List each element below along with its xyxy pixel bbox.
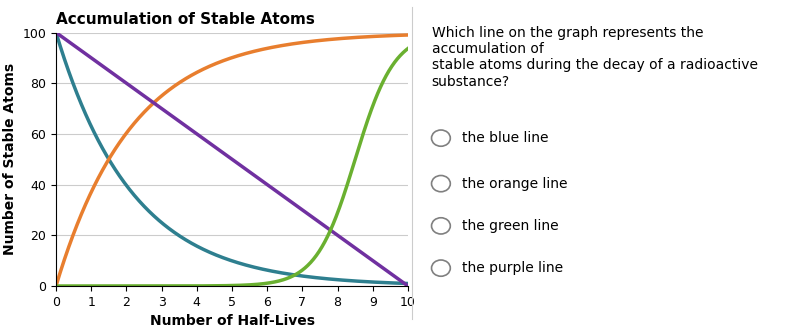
- Text: the purple line: the purple line: [462, 261, 562, 275]
- Text: the orange line: the orange line: [462, 176, 567, 191]
- X-axis label: Number of Half-Lives: Number of Half-Lives: [150, 314, 314, 325]
- Y-axis label: Number of Stable Atoms: Number of Stable Atoms: [3, 63, 17, 255]
- Text: Accumulation of Stable Atoms: Accumulation of Stable Atoms: [56, 12, 315, 27]
- Text: the blue line: the blue line: [462, 131, 548, 145]
- Text: the green line: the green line: [462, 219, 558, 233]
- Text: Which line on the graph represents the accumulation of
stable atoms during the d: Which line on the graph represents the a…: [431, 26, 758, 89]
